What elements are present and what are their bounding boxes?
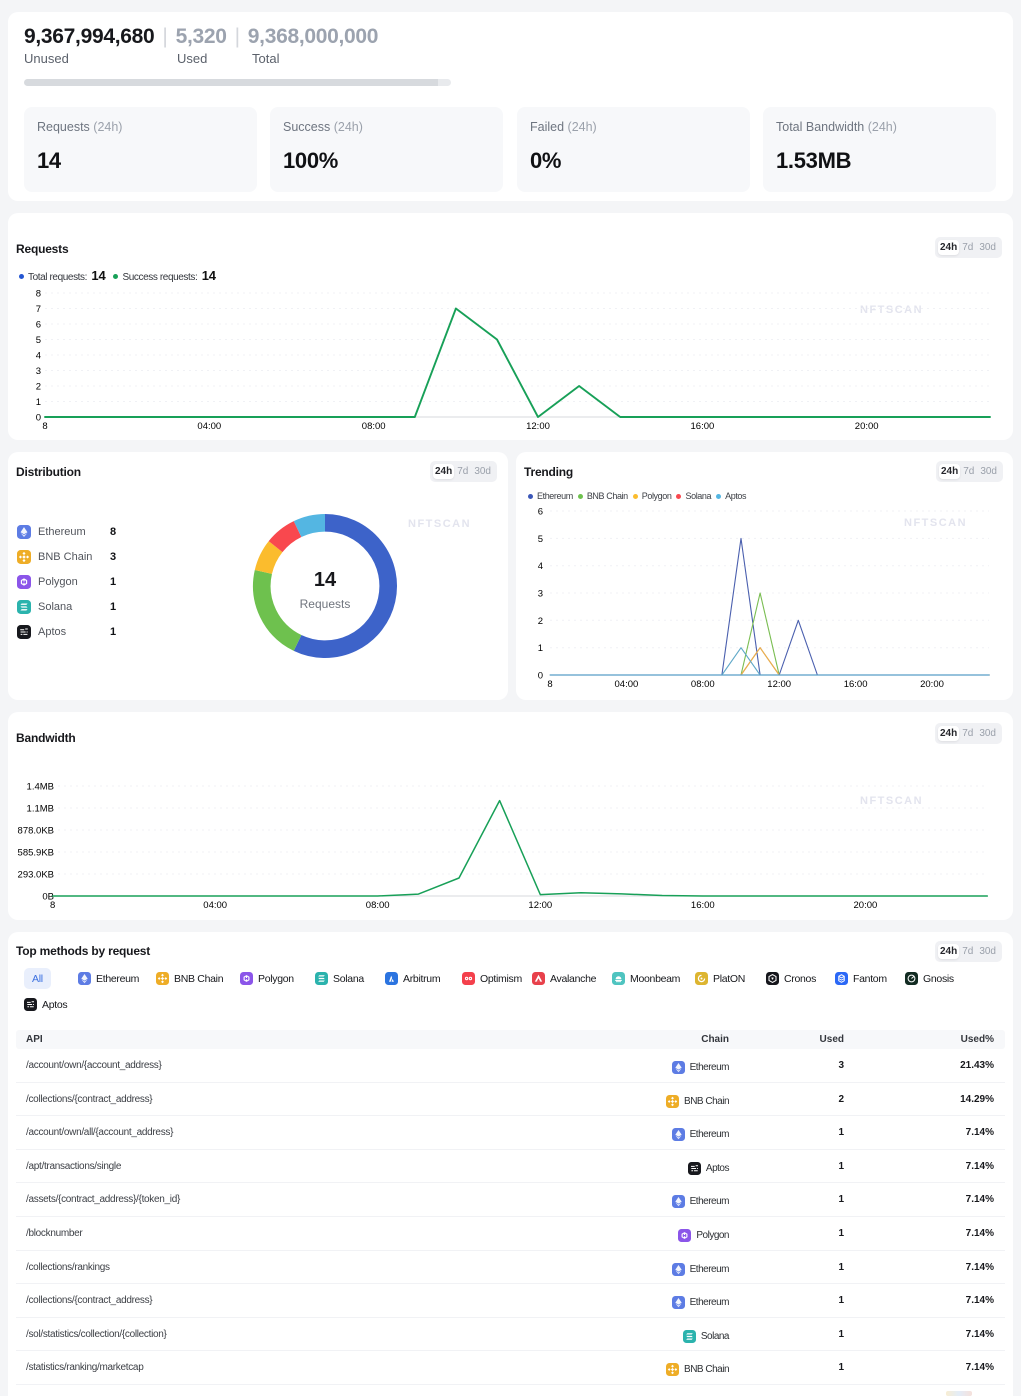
svg-text:0: 0 — [36, 413, 41, 424]
svg-text:5: 5 — [36, 335, 41, 346]
svg-text:8: 8 — [36, 289, 41, 300]
svg-text:0B: 0B — [42, 892, 54, 903]
svg-text:585.9KB: 585.9KB — [18, 848, 54, 859]
svg-text:878.0KB: 878.0KB — [18, 826, 54, 837]
svg-text:08:00: 08:00 — [366, 900, 390, 911]
svg-text:3: 3 — [538, 589, 543, 600]
svg-text:04:00: 04:00 — [203, 900, 227, 911]
svg-text:14: 14 — [314, 569, 337, 591]
svg-text:20:00: 20:00 — [920, 679, 944, 690]
svg-text:20:00: 20:00 — [855, 421, 879, 432]
svg-text:1.1MB: 1.1MB — [27, 804, 54, 815]
svg-text:Requests: Requests — [300, 597, 351, 611]
svg-text:8: 8 — [50, 900, 55, 911]
svg-text:16:00: 16:00 — [844, 679, 868, 690]
svg-text:08:00: 08:00 — [362, 421, 386, 432]
svg-text:2: 2 — [36, 382, 41, 393]
svg-text:12:00: 12:00 — [767, 679, 791, 690]
svg-text:12:00: 12:00 — [526, 421, 550, 432]
svg-text:12:00: 12:00 — [528, 900, 552, 911]
svg-text:6: 6 — [538, 507, 543, 518]
svg-text:5: 5 — [538, 534, 543, 545]
svg-text:293.0KB: 293.0KB — [18, 870, 54, 881]
svg-text:2: 2 — [538, 616, 543, 627]
svg-text:08:00: 08:00 — [691, 679, 715, 690]
svg-text:6: 6 — [36, 320, 41, 331]
svg-text:16:00: 16:00 — [691, 900, 715, 911]
svg-text:04:00: 04:00 — [197, 421, 221, 432]
svg-text:20:00: 20:00 — [854, 900, 878, 911]
svg-text:3: 3 — [36, 366, 41, 377]
svg-text:8: 8 — [547, 679, 552, 690]
svg-text:1: 1 — [538, 643, 543, 654]
svg-text:0: 0 — [538, 671, 543, 682]
svg-text:1.4MB: 1.4MB — [27, 782, 54, 793]
svg-text:16:00: 16:00 — [691, 421, 715, 432]
svg-text:4: 4 — [36, 351, 41, 362]
svg-text:04:00: 04:00 — [615, 679, 639, 690]
svg-text:8: 8 — [42, 421, 47, 432]
svg-text:7: 7 — [36, 304, 41, 315]
svg-text:4: 4 — [538, 561, 543, 572]
svg-text:1: 1 — [36, 397, 41, 408]
